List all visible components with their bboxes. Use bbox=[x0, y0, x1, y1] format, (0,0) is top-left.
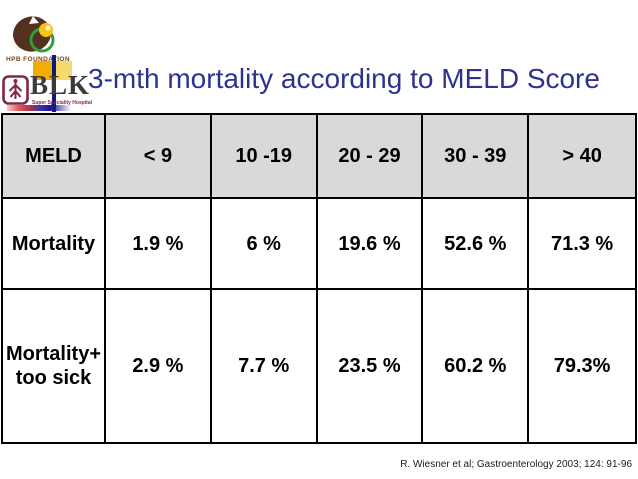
header-cell-gt40: > 40 bbox=[529, 115, 635, 199]
hpb-liver-icon bbox=[13, 16, 55, 53]
blk-tagline: Super Speciality Hospital bbox=[32, 100, 93, 106]
row-label-line2: too sick bbox=[15, 367, 92, 389]
cell-mortality-lt9: 1.9 % bbox=[106, 199, 212, 290]
cell-toosick-lt9: 2.9 % bbox=[106, 290, 212, 442]
header-cell-30-39: 30 - 39 bbox=[423, 115, 530, 199]
logo-gradient-strip bbox=[7, 105, 71, 111]
cell-toosick-10-19: 7.7 % bbox=[212, 290, 318, 442]
meld-mortality-table: MELD < 9 10 -19 20 - 29 30 - 39 > 40 Mor… bbox=[1, 113, 637, 444]
blk-wordmark: BLK bbox=[30, 70, 91, 100]
blk-shield-icon bbox=[2, 75, 29, 105]
slide-title: 3-mth mortality according to MELD Score bbox=[88, 63, 600, 94]
cell-mortality-gt40: 71.3 % bbox=[529, 199, 635, 290]
header-cell-20-29: 20 - 29 bbox=[317, 115, 424, 199]
header-cell-meld: MELD bbox=[3, 115, 106, 199]
cell-mortality-10-19: 6 % bbox=[211, 199, 318, 290]
header-cell-10-19: 10 -19 bbox=[211, 115, 318, 199]
citation: R. Wiesner et al; Gastroenterology 2003;… bbox=[400, 459, 632, 470]
row-label-mortality: Mortality bbox=[3, 199, 106, 290]
cell-mortality-20-29: 19.6 % bbox=[317, 199, 424, 290]
hpb-blk-logo: HPB FOUNDATION BLK Super Speciality Hosp… bbox=[0, 0, 130, 118]
cell-toosick-gt40: 79.3% bbox=[553, 355, 611, 377]
foundation-name-label: HPB FOUNDATION bbox=[6, 56, 70, 63]
cell-toosick-30-39: 60.2 % bbox=[423, 290, 530, 442]
blk-lockup: BLK Super Speciality Hospital bbox=[2, 70, 128, 108]
row-label-line1: Mortality+ bbox=[5, 343, 102, 365]
logo-navy-line bbox=[52, 55, 56, 112]
row-label-mortality-too-sick: Mortality+ too sick bbox=[3, 290, 106, 442]
cell-toosick-20-29: 23.5 % bbox=[318, 290, 424, 442]
header-cell-lt9: < 9 bbox=[106, 115, 212, 199]
cell-mortality-30-39: 52.6 % bbox=[423, 199, 530, 290]
